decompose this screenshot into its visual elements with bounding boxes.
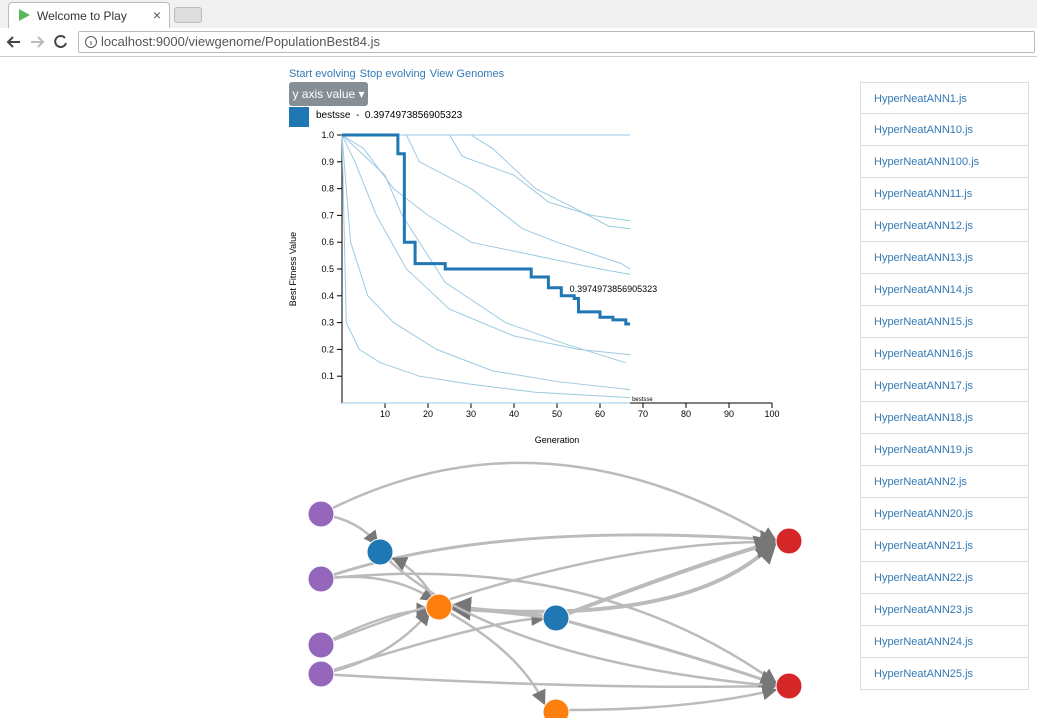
x-tick-label: 90 [724, 409, 734, 419]
y-tick-label: 0.9 [321, 157, 334, 167]
y-tick-label: 0.3 [321, 318, 334, 328]
address-bar[interactable]: localhost:9000/viewgenome/PopulationBest… [78, 31, 1035, 53]
genome-link[interactable]: HyperNeatANN14.js [860, 274, 1029, 306]
genome-link[interactable]: HyperNeatANN100.js [860, 146, 1029, 178]
link-bar: Start evolving Stop evolving View Genomes [289, 68, 508, 80]
y-tick-label: 0.4 [321, 291, 334, 301]
input-node[interactable] [307, 660, 335, 688]
info-icon [85, 36, 97, 48]
forward-button[interactable] [31, 36, 45, 48]
chart: 0.1 0.2 0.3 0.4 0.5 0.6 0.7 0.8 0.9 1.0 10 20 30 40 50… [288, 130, 780, 445]
genome-link[interactable]: HyperNeatANN23.js [860, 594, 1029, 626]
background-line [341, 134, 631, 356]
y-tick-label: 0.6 [321, 237, 334, 247]
x-tick-label: 100 [764, 409, 779, 419]
nav-link[interactable]: Start evolving [289, 68, 356, 80]
input-node[interactable] [307, 500, 335, 528]
background-line [342, 134, 631, 230]
button-label: y axis value [292, 87, 356, 101]
x-tick-label: 20 [423, 409, 433, 419]
tab-title: Welcome to Play [37, 9, 127, 23]
genome-link[interactable]: HyperNeatANN2.js [860, 466, 1029, 498]
genome-link[interactable]: HyperNeatANN19.js [860, 434, 1029, 466]
background-line [342, 134, 631, 270]
background-line [341, 134, 631, 391]
input-node[interactable] [307, 631, 335, 659]
genome-link[interactable]: HyperNeatANN25.js [860, 658, 1029, 690]
y-tick-label: 0.8 [321, 184, 334, 194]
x-tick-label: 60 [595, 409, 605, 419]
x-axis-label: Generation [535, 435, 580, 445]
hidden-node[interactable] [366, 538, 394, 566]
output-node[interactable] [775, 672, 803, 700]
y-tick-label: 0.5 [321, 264, 334, 274]
series-line [342, 133, 631, 326]
x-tick-label: 30 [466, 409, 476, 419]
genome-link[interactable]: HyperNeatANN12.js [860, 210, 1029, 242]
url: localhost:9000/viewgenome/PopulationBest… [101, 34, 380, 49]
genome-link[interactable]: HyperNeatANN22.js [860, 562, 1029, 594]
tab-icon [19, 9, 30, 21]
hidden-node[interactable] [425, 593, 453, 621]
genome-link[interactable]: HyperNeatANN1.js [860, 82, 1029, 114]
genome-link[interactable]: HyperNeatANN11.js [860, 178, 1029, 210]
browser-tab[interactable]: Welcome to Play × [8, 2, 170, 29]
genome-link[interactable]: HyperNeatANN24.js [860, 626, 1029, 658]
tab-strip [0, 0, 1037, 28]
series-end-label: bestsse [632, 397, 653, 403]
hidden-node[interactable] [542, 698, 570, 718]
y-tick-label: 0.7 [321, 210, 334, 220]
y-tick-label: 1.0 [321, 130, 334, 140]
x-tick-label: 80 [681, 409, 691, 419]
y-tick-label: 0.1 [321, 371, 334, 381]
output-node[interactable] [775, 527, 803, 555]
network-diagram [307, 461, 803, 718]
x-tick-label: 40 [509, 409, 519, 419]
genome-link[interactable]: HyperNeatANN13.js [860, 242, 1029, 274]
background-line [341, 134, 631, 275]
tab-close[interactable]: × [152, 7, 161, 23]
nav-link[interactable]: View Genomes [429, 68, 505, 80]
y-tick-label: 0.2 [321, 344, 334, 354]
reload-button[interactable] [54, 35, 67, 48]
hidden-node[interactable] [542, 604, 570, 632]
y-axis-label: Best Fitness Value [288, 232, 298, 306]
y-axis-button[interactable]: y axis value ▾ [289, 82, 368, 106]
input-node[interactable] [307, 565, 335, 593]
background-line [341, 134, 626, 364]
nav-buttons [6, 35, 67, 48]
x-tick-label: 50 [552, 409, 562, 419]
annotation: 0.3974973856905323 [570, 284, 658, 294]
legend-swatch [289, 107, 309, 127]
x-tick-label: 70 [638, 409, 648, 419]
x-tick-label: 10 [380, 409, 390, 419]
genome-link[interactable]: HyperNeatANN15.js [860, 306, 1029, 338]
genome-link[interactable]: HyperNeatANN17.js [860, 370, 1029, 402]
genome-link[interactable]: HyperNeatANN21.js [860, 530, 1029, 562]
nodes [307, 500, 803, 718]
genome-link[interactable]: HyperNeatANN16.js [860, 338, 1029, 370]
legend-text: bestsse - 0.3974973856905323 [316, 110, 463, 121]
genome-link[interactable]: HyperNeatANN20.js [860, 498, 1029, 530]
background-line [341, 134, 631, 399]
genome-list: HyperNeatANN1.js HyperNeatANN10.js HyperNe… [860, 82, 1029, 690]
nav-link[interactable]: Stop evolving [359, 68, 426, 80]
new-tab[interactable] [174, 7, 202, 23]
edges [320, 461, 779, 712]
genome-link[interactable]: HyperNeatANN18.js [860, 402, 1029, 434]
back-button[interactable] [6, 36, 20, 48]
genome-link[interactable]: HyperNeatANN10.js [860, 114, 1029, 146]
